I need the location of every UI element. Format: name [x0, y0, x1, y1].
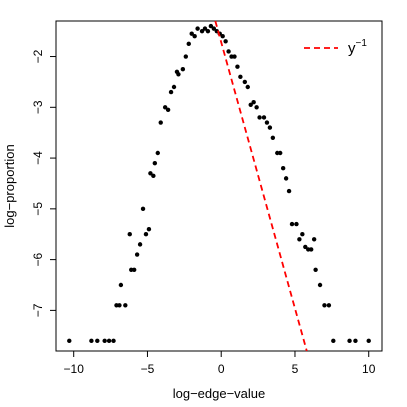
data-point: [248, 102, 253, 107]
y-axis: −7 −6 −5 −4 −3 −2: [31, 49, 56, 317]
plot-frame: [55, 20, 383, 352]
y-tick-label: −2: [31, 49, 45, 63]
data-point: [251, 100, 256, 105]
data-point: [303, 244, 308, 250]
data-point: [171, 84, 177, 90]
data-point: [117, 303, 122, 308]
data-point: [223, 39, 228, 44]
data-point: [183, 54, 189, 59]
data-point: [211, 26, 217, 31]
data-point: [254, 105, 259, 110]
x-axis-label: log−edge−value: [173, 386, 266, 401]
plot-area: [67, 20, 371, 352]
data-point: [140, 206, 146, 212]
data-point: [134, 252, 140, 257]
data-point: [326, 303, 332, 308]
data-point: [123, 303, 128, 308]
data-point: [180, 67, 186, 72]
x-tick-label: 10: [362, 362, 376, 376]
data-point: [95, 338, 100, 344]
data-point: [278, 150, 283, 156]
data-point: [308, 247, 314, 252]
x-tick-label: 5: [292, 362, 299, 376]
data-point: [189, 31, 194, 36]
data-point: [67, 338, 72, 344]
data-point: [151, 173, 156, 179]
data-point: [261, 115, 267, 120]
data-point: [267, 125, 273, 130]
legend-label-base: y: [348, 40, 356, 57]
reference-line: [214, 20, 308, 352]
data-point: [89, 338, 94, 344]
data-point: [331, 338, 336, 344]
data-point: [220, 34, 225, 39]
data-point: [186, 41, 191, 47]
legend: y−1: [304, 38, 367, 57]
data-point: [143, 232, 149, 237]
data-point: [199, 28, 205, 34]
y-tick-label: −3: [31, 100, 45, 114]
legend-label-exponent: −1: [356, 38, 368, 49]
data-point: [176, 72, 181, 77]
data-point: [347, 338, 352, 344]
x-tick-label: −10: [64, 362, 85, 376]
data-point: [165, 107, 171, 113]
data-point: [257, 115, 262, 120]
y-tick-label: −7: [31, 303, 45, 317]
data-point: [353, 338, 358, 344]
data-point: [235, 64, 240, 69]
data-point: [286, 188, 292, 194]
data-point: [300, 232, 305, 237]
data-point: [283, 176, 289, 181]
data-point: [311, 237, 317, 242]
data-point: [131, 267, 137, 272]
data-point: [148, 171, 153, 176]
data-point: [162, 105, 168, 110]
y-tick-label: −4: [31, 151, 45, 165]
data-point: [195, 26, 200, 31]
data-point: [118, 282, 124, 288]
data-point: [226, 49, 231, 54]
data-point: [317, 282, 323, 288]
data-point: [264, 120, 270, 125]
data-point: [232, 54, 237, 59]
data-point: [280, 166, 286, 171]
x-axis: −10 −5 0 5 10: [64, 351, 376, 376]
data-point: [366, 338, 371, 344]
data-point: [294, 221, 299, 227]
legend-label: y−1: [348, 38, 367, 57]
data-point: [192, 34, 197, 39]
x-tick-label: −5: [141, 362, 155, 376]
data-point: [297, 237, 302, 242]
data-point: [111, 338, 116, 344]
data-point: [270, 135, 276, 140]
data-point: [102, 338, 107, 344]
data-point: [242, 79, 248, 85]
data-point: [205, 28, 211, 34]
y-tick-label: −5: [31, 202, 45, 216]
data-point: [313, 267, 318, 272]
data-point: [146, 226, 152, 232]
data-point: [158, 120, 163, 125]
data-point: [202, 26, 208, 31]
data-point: [289, 221, 295, 227]
data-point: [152, 160, 158, 166]
data-point: [245, 84, 250, 90]
y-tick-label: −6: [31, 252, 45, 266]
data-point: [208, 23, 214, 29]
x-tick-label: 0: [218, 362, 225, 376]
data-point: [168, 89, 174, 95]
y-axis-label: log−proportion: [2, 144, 17, 227]
data-point: [322, 303, 327, 308]
data-point: [155, 150, 160, 156]
data-point: [127, 232, 132, 237]
data-point: [106, 338, 112, 344]
data-point: [137, 242, 143, 247]
data-point: [238, 74, 243, 80]
